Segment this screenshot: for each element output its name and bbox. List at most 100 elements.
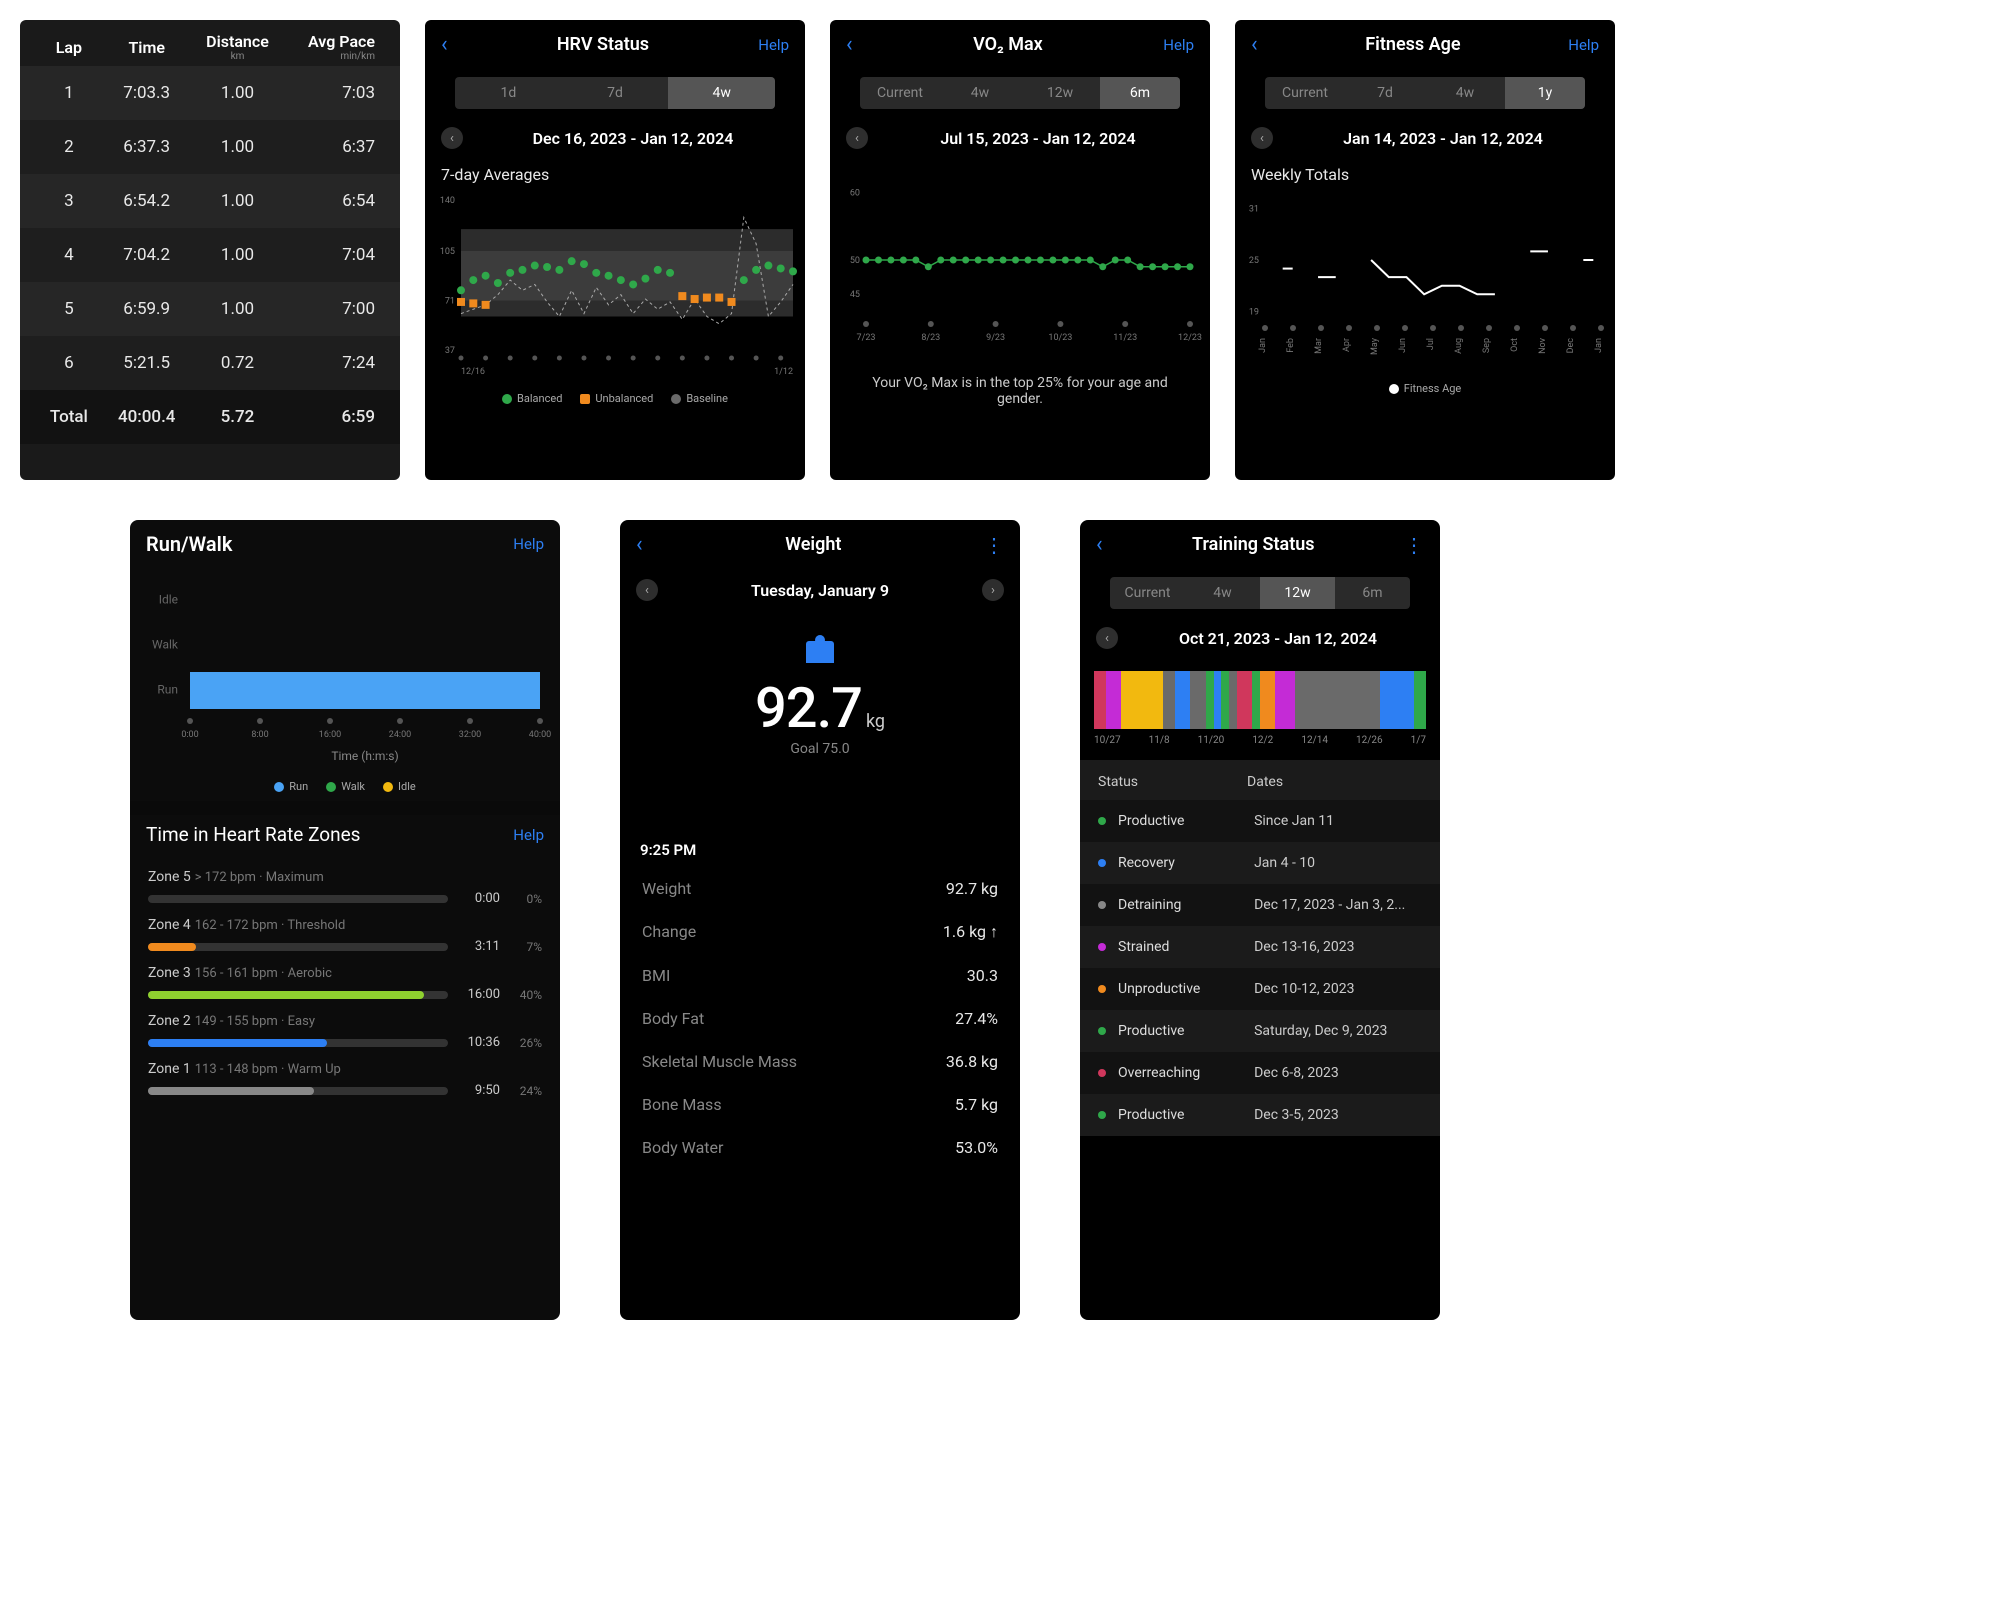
back-icon[interactable]: ‹ <box>1096 532 1103 557</box>
legend-item: Baseline <box>671 392 728 405</box>
tab-option[interactable]: 4w <box>1185 577 1260 609</box>
training-status-row[interactable]: ProductiveDec 3-5, 2023 <box>1080 1094 1440 1136</box>
training-status-row[interactable]: OverreachingDec 6-8, 2023 <box>1080 1052 1440 1094</box>
weight-stat-row: Body Water53.0% <box>620 1126 1020 1169</box>
prev-icon[interactable]: ‹ <box>846 127 868 149</box>
svg-text:31: 31 <box>1249 205 1259 215</box>
stripe-segment <box>1414 671 1426 729</box>
svg-text:Mar: Mar <box>1314 338 1324 354</box>
runwalk-title: Run/Walk <box>146 532 232 556</box>
hrv-tabs: 1d7d4w <box>455 77 775 109</box>
help-link[interactable]: Help <box>1568 36 1599 54</box>
next-icon[interactable]: › <box>982 579 1004 601</box>
tab-option[interactable]: 7d <box>1345 77 1425 109</box>
help-link[interactable]: Help <box>1163 36 1194 54</box>
weight-goal: Goal 75.0 <box>620 741 1020 757</box>
training-status-rows: ProductiveSince Jan 11RecoveryJan 4 - 10… <box>1080 800 1440 1136</box>
lap-row: 65:21.50.727:24 <box>20 336 400 390</box>
menu-icon[interactable]: ⋮ <box>984 533 1004 557</box>
training-status-row[interactable]: UnproductiveDec 10-12, 2023 <box>1080 968 1440 1010</box>
stripe-segment <box>1190 671 1205 729</box>
svg-text:May: May <box>1370 337 1380 355</box>
tab-option[interactable]: 12w <box>1020 77 1100 109</box>
stripe-segment <box>1106 671 1121 729</box>
tab-option[interactable]: 4w <box>668 77 775 109</box>
hrv-legend: BalancedUnbalancedBaseline <box>425 384 805 413</box>
training-title: Training Status <box>1103 534 1404 555</box>
lap-row: 17:03.31.007:03 <box>20 66 400 120</box>
stripe-segment <box>1295 671 1380 729</box>
weight-time: 9:25 PM <box>620 825 1020 867</box>
back-icon[interactable]: ‹ <box>1251 32 1258 57</box>
training-status-row[interactable]: StrainedDec 13-16, 2023 <box>1080 926 1440 968</box>
tab-option[interactable]: 4w <box>1425 77 1505 109</box>
svg-text:Jan: Jan <box>1258 338 1268 353</box>
weight-stat-row: Skeletal Muscle Mass36.8 kg <box>620 1040 1020 1083</box>
fitness-date-range: Jan 14, 2023 - Jan 12, 2024 <box>1287 129 1599 148</box>
vo2-caption: Your VO₂ Max is in the top 25% for your … <box>830 363 1210 419</box>
training-status-row[interactable]: ProductiveSince Jan 11 <box>1080 800 1440 842</box>
weight-unit: kg <box>866 711 885 732</box>
help-link[interactable]: Help <box>513 535 544 553</box>
tab-option[interactable]: 1d <box>455 77 562 109</box>
lap-row: 56:59.91.007:00 <box>20 282 400 336</box>
menu-icon[interactable]: ⋮ <box>1404 533 1424 557</box>
tab-option[interactable]: 1y <box>1505 77 1585 109</box>
lap-row: 47:04.21.007:04 <box>20 228 400 282</box>
lap-row: 26:37.31.006:37 <box>20 120 400 174</box>
weight-stat-row: Change1.6 kg ↑ <box>620 910 1020 954</box>
svg-text:8:00: 8:00 <box>251 730 268 740</box>
back-icon[interactable]: ‹ <box>441 32 448 57</box>
tab-option[interactable]: Current <box>1110 577 1185 609</box>
svg-text:19: 19 <box>1249 307 1259 317</box>
prev-icon[interactable]: ‹ <box>1096 627 1118 649</box>
weight-rows: Weight92.7 kgChange1.6 kg ↑BMI30.3Body F… <box>620 867 1020 1169</box>
hrv-chart: 140105713712/161/12 <box>425 190 805 380</box>
svg-text:8/23: 8/23 <box>921 333 940 343</box>
help-link[interactable]: Help <box>513 826 544 844</box>
vo2-tabs: Current4w12w6m <box>860 77 1180 109</box>
svg-text:Time (h:m:s): Time (h:m:s) <box>331 749 398 763</box>
prev-icon[interactable]: ‹ <box>441 127 463 149</box>
svg-text:Jul: Jul <box>1426 338 1436 350</box>
svg-text:1/12: 1/12 <box>774 367 793 377</box>
svg-text:Jan: Jan <box>1594 338 1604 353</box>
svg-text:40:00: 40:00 <box>529 730 551 740</box>
laps-panel: LapTimeDistancekmAvg Pacemin/km 17:03.31… <box>20 20 400 480</box>
stripe-segment <box>1175 671 1190 729</box>
tab-option[interactable]: 4w <box>940 77 1020 109</box>
svg-text:0:00: 0:00 <box>181 730 198 740</box>
stripe-segment <box>1237 671 1252 729</box>
tab-option[interactable]: 7d <box>562 77 669 109</box>
weight-title: Weight <box>643 534 984 555</box>
hrv-title: HRV Status <box>448 34 759 55</box>
svg-text:25: 25 <box>1249 256 1259 266</box>
svg-text:45: 45 <box>850 290 860 300</box>
tab-option[interactable]: Current <box>1265 77 1345 109</box>
tab-option[interactable]: Current <box>860 77 940 109</box>
stripe-segment <box>1221 671 1229 729</box>
tab-option[interactable]: 12w <box>1260 577 1335 609</box>
legend-item: Run <box>274 780 308 793</box>
svg-text:7/23: 7/23 <box>857 333 876 343</box>
tab-option[interactable]: 6m <box>1100 77 1180 109</box>
vo2-title: VO₂ Max <box>853 34 1164 55</box>
svg-text:37: 37 <box>445 346 455 356</box>
fitness-age-panel: ‹ Fitness Age Help Current7d4w1y ‹ Jan 1… <box>1235 20 1615 480</box>
hrv-section-label: 7-day Averages <box>425 159 805 190</box>
laps-col-header: Time <box>103 20 191 66</box>
laps-col-header: Lap <box>20 20 103 66</box>
svg-text:9/23: 9/23 <box>986 333 1005 343</box>
fitness-tabs: Current7d4w1y <box>1265 77 1585 109</box>
training-status-row[interactable]: DetrainingDec 17, 2023 - Jan 3, 2... <box>1080 884 1440 926</box>
training-status-row[interactable]: RecoveryJan 4 - 10 <box>1080 842 1440 884</box>
prev-icon[interactable]: ‹ <box>1251 127 1273 149</box>
help-link[interactable]: Help <box>758 36 789 54</box>
stripe-segment <box>1206 671 1214 729</box>
tab-option[interactable]: 6m <box>1335 577 1410 609</box>
back-icon[interactable]: ‹ <box>846 32 853 57</box>
svg-text:Aug: Aug <box>1454 338 1464 354</box>
back-icon[interactable]: ‹ <box>636 532 643 557</box>
training-status-row[interactable]: ProductiveSaturday, Dec 9, 2023 <box>1080 1010 1440 1052</box>
prev-icon[interactable]: ‹ <box>636 579 658 601</box>
